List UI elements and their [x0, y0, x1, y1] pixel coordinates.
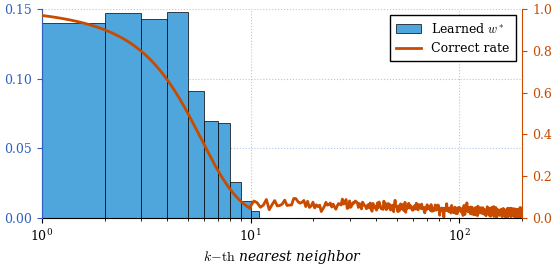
Bar	[218, 123, 230, 218]
Bar	[188, 91, 204, 218]
X-axis label: $k\mathrm{-th}$ nearest neighbor: $k\mathrm{-th}$ nearest neighbor	[202, 248, 361, 266]
Bar	[204, 121, 218, 218]
Bar	[241, 201, 251, 218]
Bar	[105, 13, 141, 218]
Bar	[167, 12, 188, 218]
Bar	[251, 211, 259, 218]
Bar	[42, 23, 105, 218]
Bar	[230, 182, 241, 218]
Legend: Learned $w^*$, Correct rate: Learned $w^*$, Correct rate	[390, 15, 516, 61]
Bar	[141, 19, 167, 218]
